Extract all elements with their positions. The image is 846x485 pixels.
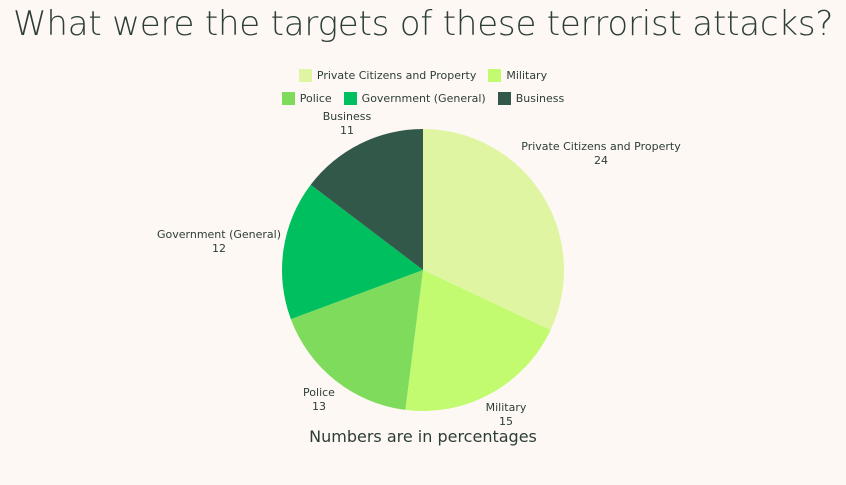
slice-label-value: 11: [340, 124, 354, 137]
legend-item-military[interactable]: Military: [488, 69, 547, 82]
legend-row-1: Private Citizens and Property Military: [0, 64, 846, 87]
pie-slice-1[interactable]: [405, 270, 551, 412]
legend-label: Military: [506, 69, 548, 82]
slice-label-value: 12: [212, 242, 226, 255]
slice-label-name: Military: [486, 401, 527, 414]
slice-label-name: Business: [323, 110, 372, 123]
pie-slice-2[interactable]: [290, 270, 423, 410]
slice-label-value: 24: [594, 154, 608, 167]
chart-title: What were the targets of these terrorist…: [13, 4, 834, 44]
legend-swatch: [281, 92, 295, 105]
legend-item-business[interactable]: Business: [497, 92, 565, 105]
legend-row-2: Police Government (General) Business: [0, 87, 846, 110]
legend-label: Government (General): [361, 92, 486, 105]
legend-label: Police: [299, 92, 332, 105]
chart-caption: Numbers are in percentages: [309, 427, 537, 446]
legend-swatch: [488, 69, 502, 82]
legend-item-government[interactable]: Government (General): [343, 92, 486, 105]
slice-label-value: 13: [312, 400, 326, 413]
slice-label-value: 15: [499, 415, 513, 428]
slice-label-name: Government (General): [157, 228, 281, 241]
legend-label: Business: [515, 92, 565, 105]
pie-slice-3[interactable]: [281, 184, 423, 320]
legend-label: Private Citizens and Property: [316, 69, 477, 82]
slice-label-name: Police: [303, 386, 335, 399]
legend-swatch: [497, 92, 511, 105]
legend-item-private-citizens[interactable]: Private Citizens and Property: [298, 69, 477, 82]
legend-item-police[interactable]: Police: [281, 92, 332, 105]
chart-legend: Private Citizens and Property Military P…: [0, 64, 846, 110]
legend-swatch: [343, 92, 357, 105]
pie-slice-4[interactable]: [310, 129, 423, 270]
legend-swatch: [298, 69, 312, 82]
pie-slice-0[interactable]: [423, 129, 564, 331]
slice-label-name: Private Citizens and Property: [521, 140, 681, 153]
